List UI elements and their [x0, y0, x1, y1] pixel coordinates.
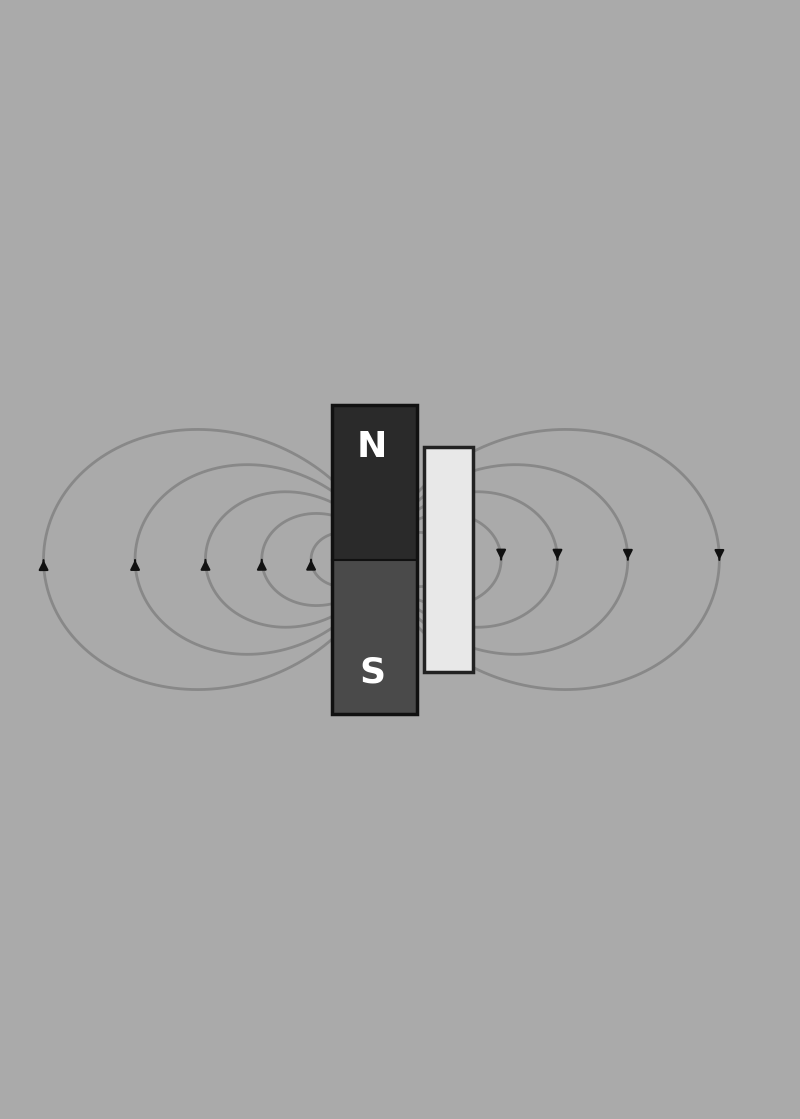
Bar	[332, 405, 417, 560]
Text: N: N	[357, 430, 387, 464]
Bar	[332, 405, 417, 714]
Bar	[332, 560, 417, 714]
Bar	[424, 446, 473, 673]
Text: S: S	[359, 655, 386, 689]
